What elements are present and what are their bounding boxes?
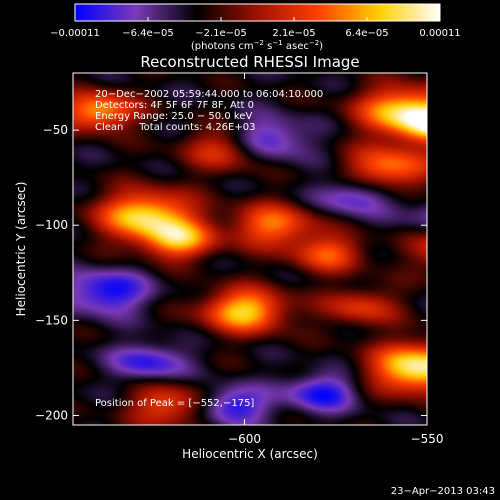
colorbar-tick-label: −2.1e−05: [195, 28, 247, 39]
y-tick-label: −100: [35, 218, 68, 232]
footer-timestamp: 23−Apr−2013 03:43: [391, 486, 495, 497]
colorbar-tick-label: 2.1e−05: [272, 28, 315, 39]
x-tick-label: −600: [228, 432, 261, 446]
colorbar-tick-label: −6.4e−05: [122, 28, 174, 39]
annotation-detectors: Detectors: 4F 5F 6F 7F 8F, Att 0: [95, 100, 254, 111]
x-axis: −600−550−500: [228, 73, 444, 446]
colorbar: [74, 3, 441, 22]
annotation-energy-range: Energy Range: 25.0 − 50.0 keV: [95, 111, 252, 122]
heatmap-image: [73, 73, 427, 425]
annotation-time-range: 20−Dec−2002 05:59:44.000 to 06:04:10.000: [95, 89, 323, 100]
chart-title: Reconstructed RHESSI Image: [140, 53, 359, 71]
y-tick-label: −200: [35, 408, 68, 422]
annotation-total-counts: Clean Total counts: 4.26E+03: [95, 122, 255, 133]
colorbar-tick-label: 0.00011: [419, 28, 460, 39]
y-axis-label: Heliocentric Y (arcsec): [14, 182, 28, 317]
annotation-peak-position: Position of Peak = [−552,−175]: [95, 398, 254, 409]
x-tick-label: −550: [411, 432, 444, 446]
plot-frame: [72, 72, 428, 426]
colorbar-units: (photons cm−2 s−1 asec−2): [191, 39, 323, 52]
x-axis-label: Heliocentric X (arcsec): [182, 447, 318, 461]
y-tick-label: −50: [43, 123, 68, 137]
colorbar-ticks: −0.00011 −6.4e−05 −2.1e−05 2.1e−05 6.4e−05 0.…: [50, 17, 461, 39]
y-axis: −50 −100 −150 −200: [35, 123, 427, 422]
colorbar-tick-label: 6.4e−05: [345, 28, 388, 39]
y-tick-label: −150: [35, 313, 68, 327]
colorbar-tick-label: −0.00011: [50, 28, 100, 39]
